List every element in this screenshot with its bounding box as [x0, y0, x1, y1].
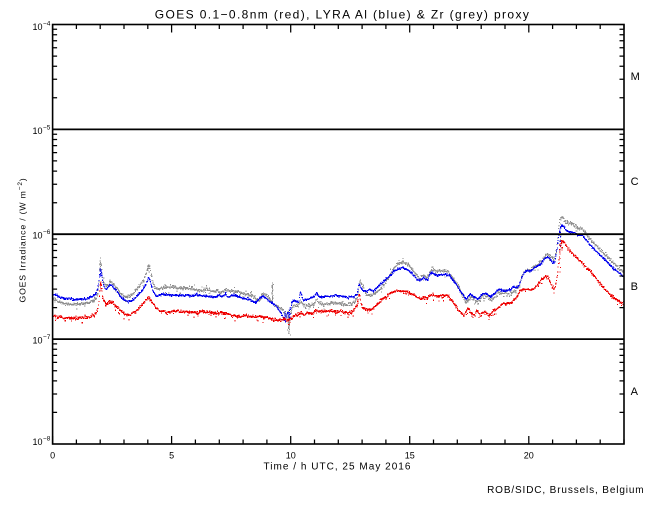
svg-text:15: 15 — [405, 450, 415, 460]
svg-text:−5: −5 — [43, 124, 51, 131]
svg-text:B: B — [631, 281, 638, 293]
svg-text:−8: −8 — [43, 436, 51, 443]
svg-text:GOES 0.1−0.8nm (red), LYRA Al: GOES 0.1−0.8nm (red), LYRA Al (blue) & Z… — [155, 8, 530, 22]
svg-text:M: M — [631, 71, 640, 83]
svg-text:ROB/SIDC, Brussels, Belgium: ROB/SIDC, Brussels, Belgium — [487, 485, 644, 496]
svg-text:10: 10 — [32, 231, 42, 241]
svg-text:A: A — [631, 386, 639, 398]
svg-text:−7: −7 — [43, 334, 51, 341]
svg-text:10: 10 — [32, 336, 42, 346]
svg-text:10: 10 — [32, 437, 42, 447]
svg-text:C: C — [631, 176, 639, 188]
svg-text:0: 0 — [50, 450, 55, 460]
svg-text:5: 5 — [169, 450, 174, 460]
svg-text:20: 20 — [524, 450, 534, 460]
svg-text:10: 10 — [32, 126, 42, 136]
svg-text:GOES Irradiance / (W m−2): GOES Irradiance / (W m−2) — [17, 178, 28, 303]
svg-text:Time / h UTC, 25 May 2016: Time / h UTC, 25 May 2016 — [264, 462, 412, 473]
svg-text:−6: −6 — [43, 229, 51, 236]
svg-text:−4: −4 — [43, 21, 51, 28]
svg-text:10: 10 — [286, 450, 296, 460]
svg-text:10: 10 — [32, 22, 42, 32]
